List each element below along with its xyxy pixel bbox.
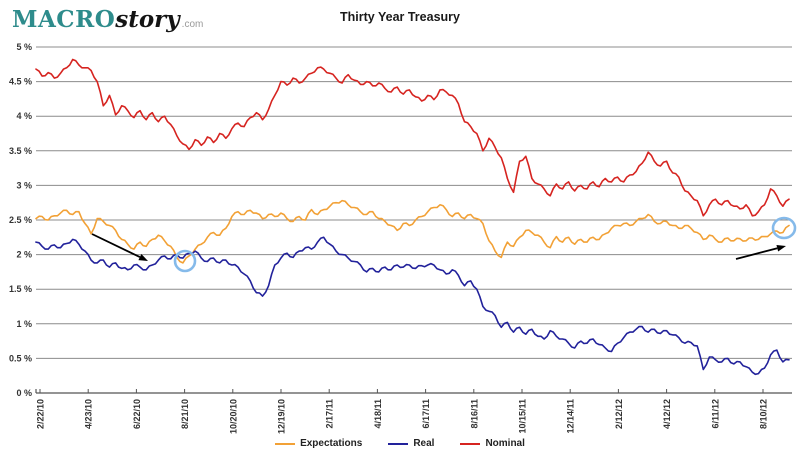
chart-legend: Expectations Real Nominal (0, 438, 800, 449)
legend-item-real: Real (388, 438, 434, 449)
chart-title: Thirty Year Treasury (340, 10, 460, 24)
logo-story-text: story (115, 6, 180, 33)
real-line-swatch (388, 442, 409, 445)
series-line-real (35, 236, 790, 376)
x-tick-label: 6/22/10 (132, 399, 142, 429)
y-tick-label: 5 % (16, 42, 32, 52)
annotation-arrow-head (776, 244, 786, 252)
logo-domain-text: .com (181, 19, 204, 30)
x-tick-label: 6/11/12 (710, 399, 720, 429)
annotation-arrow-shaft (735, 247, 778, 260)
x-tick-label: 8/10/12 (759, 399, 769, 429)
logo-macro-text: MACRO (12, 6, 116, 33)
annotation-arrow-shaft (91, 233, 141, 258)
y-tick-label: 1 % (16, 319, 32, 329)
annotation-arrow-head (138, 254, 148, 261)
expectations-line-swatch (275, 442, 296, 445)
x-tick-label: 10/15/11 (518, 399, 528, 434)
x-axis: 2/22/10 4/23/10 6/22/10 8/21/10 10/20/10 12/1… (35, 389, 792, 434)
x-tick-label: 8/21/10 (180, 399, 190, 429)
annotations (91, 216, 797, 273)
x-tick-label: 2/22/10 (36, 399, 46, 429)
y-tick-label: 4 % (16, 111, 32, 121)
nominal-line-swatch (460, 442, 481, 445)
y-tick-label: 3.5 % (9, 146, 32, 156)
y-tick-label: 2 % (16, 250, 32, 260)
x-tick-label: 12/19/10 (277, 399, 287, 434)
x-tick-label: 4/23/10 (84, 399, 94, 429)
series-line-expectations (35, 199, 790, 264)
legend-label-expectations: Expectations (300, 438, 363, 449)
x-tick-label: 8/16/11 (469, 399, 479, 429)
legend-label-nominal: Nominal (485, 438, 525, 449)
y-tick-label: 1.5 % (9, 284, 32, 294)
series-line-nominal (35, 58, 790, 217)
x-tick-label: 2/17/11 (325, 399, 335, 429)
x-tick-label: 10/20/10 (228, 399, 238, 434)
x-tick-label: 12/14/11 (566, 399, 576, 434)
x-tick-label: 2/12/12 (614, 399, 624, 429)
legend-label-real: Real (413, 438, 435, 449)
x-tick-label: 4/18/11 (373, 399, 383, 429)
gridlines (36, 46, 792, 359)
y-tick-label: 3 % (16, 180, 32, 190)
macrostory-logo[interactable]: MACROstory .com (12, 6, 203, 33)
highlight-circle (771, 216, 797, 240)
y-tick-label: 0.5 % (9, 353, 32, 363)
y-tick-label: 4.5 % (9, 77, 32, 87)
y-tick-label: 2.5 % (9, 215, 32, 225)
highlight-circle (173, 249, 197, 273)
y-tick-label: 0 % (16, 388, 32, 398)
legend-item-expectations: Expectations (275, 438, 362, 449)
x-tick-label: 6/17/11 (421, 399, 431, 429)
x-tick-label: 4/12/12 (662, 399, 672, 429)
legend-item-nominal: Nominal (460, 438, 525, 449)
y-axis-labels: 5 % 4.5 % 4 % 3.5 % 3 % 2.5 % 2 % 1.5 % 1 % 0.5 %… (9, 42, 32, 398)
